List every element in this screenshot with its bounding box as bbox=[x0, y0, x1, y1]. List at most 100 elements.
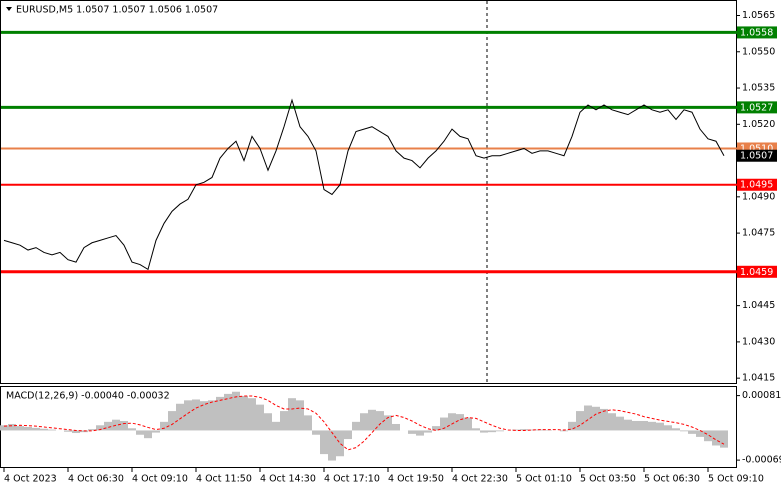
macd-bar bbox=[312, 430, 320, 435]
y-tick-label: 1.0490 bbox=[742, 191, 775, 202]
macd-bar bbox=[24, 427, 32, 431]
macd-bar bbox=[200, 401, 208, 431]
macd-bar bbox=[368, 409, 376, 431]
macd-bar bbox=[328, 430, 336, 461]
macd-bar bbox=[32, 427, 40, 431]
macd-bar bbox=[144, 430, 152, 439]
price-label-box bbox=[737, 26, 777, 39]
macd-bar bbox=[256, 404, 264, 431]
menu-triangle bbox=[6, 7, 12, 11]
x-tick-label: 5 Oct 01:10 bbox=[516, 474, 572, 485]
macd-bar bbox=[608, 413, 616, 431]
macd-bar bbox=[304, 415, 312, 431]
macd-bar bbox=[360, 413, 368, 431]
macd-bar bbox=[264, 413, 272, 431]
macd-bar bbox=[384, 415, 392, 431]
macd-bar bbox=[224, 393, 232, 431]
macd-bar bbox=[160, 421, 168, 431]
macd-bar bbox=[392, 423, 400, 431]
x-tick-label: 4 Oct 19:50 bbox=[388, 474, 444, 485]
macd-bar bbox=[104, 421, 112, 431]
y-tick-label: -0.00069 bbox=[742, 455, 781, 466]
macd-bar bbox=[480, 430, 488, 433]
macd-bar bbox=[40, 428, 48, 431]
macd-bar bbox=[528, 429, 536, 431]
macd-bar bbox=[416, 430, 424, 436]
macd-bar bbox=[616, 416, 624, 431]
macd-bar bbox=[96, 425, 104, 431]
macd-bar bbox=[520, 429, 528, 431]
y-tick-label: 0.00081 bbox=[742, 390, 781, 401]
macd-bar bbox=[432, 426, 440, 431]
macd-bar bbox=[64, 430, 72, 432]
signal-line bbox=[3, 395, 725, 451]
macd-bar bbox=[576, 411, 584, 431]
macd-bar bbox=[656, 422, 664, 431]
macd-bar bbox=[184, 400, 192, 431]
macd-bar bbox=[216, 396, 224, 431]
x-tick-label: 4 Oct 2023 bbox=[4, 474, 57, 485]
macd-bar bbox=[512, 429, 520, 431]
price-panel bbox=[0, 0, 737, 384]
macd-bar bbox=[112, 419, 120, 431]
macd-bar bbox=[712, 430, 720, 446]
macd-bar bbox=[128, 428, 136, 431]
macd-bar bbox=[448, 413, 456, 431]
macd-bar bbox=[280, 411, 288, 431]
macd-bar bbox=[464, 417, 472, 431]
macd-bar bbox=[288, 398, 296, 431]
x-tick-label: 4 Oct 06:30 bbox=[68, 474, 124, 485]
macd-bar bbox=[320, 430, 328, 455]
y-tick-label: 1.0445 bbox=[742, 300, 775, 311]
macd-bar bbox=[584, 405, 592, 431]
macd-bar bbox=[456, 414, 464, 431]
y-tick-label: 1.0550 bbox=[742, 46, 775, 57]
macd-bar bbox=[672, 428, 680, 431]
macd-bar bbox=[88, 429, 96, 431]
price-label-box bbox=[737, 178, 777, 191]
macd-bar bbox=[176, 403, 184, 431]
macd-bar bbox=[632, 420, 640, 431]
macd-bar bbox=[344, 430, 352, 440]
macd-bar bbox=[232, 391, 240, 431]
macd-bar bbox=[152, 430, 160, 433]
macd-bar bbox=[704, 430, 712, 442]
macd-bar bbox=[568, 421, 576, 431]
macd-bar bbox=[624, 419, 632, 431]
x-tick-label: 5 Oct 09:10 bbox=[708, 474, 764, 485]
macd-bar bbox=[696, 430, 704, 437]
price-label: 1.0507 bbox=[740, 151, 773, 162]
macd-bar bbox=[640, 420, 648, 431]
price-label: 1.0527 bbox=[740, 102, 773, 113]
macd-bar bbox=[680, 430, 688, 432]
price-label: 1.0459 bbox=[740, 267, 773, 278]
y-tick-label: 1.0475 bbox=[742, 228, 775, 239]
price-label: 1.0558 bbox=[740, 27, 773, 38]
price-label-box bbox=[737, 265, 777, 278]
macd-bar bbox=[720, 430, 728, 448]
price-label-box bbox=[737, 101, 777, 114]
x-tick-label: 4 Oct 14:30 bbox=[260, 474, 316, 485]
macd-bar bbox=[424, 430, 432, 433]
price-line bbox=[3, 98, 725, 271]
macd-bar bbox=[8, 423, 16, 431]
macd-bar bbox=[48, 429, 56, 431]
macd-bar bbox=[192, 399, 200, 431]
x-tick-label: 5 Oct 03:50 bbox=[580, 474, 636, 485]
y-tick-label: 1.0535 bbox=[742, 83, 775, 94]
x-tick-label: 4 Oct 17:10 bbox=[324, 474, 380, 485]
macd-bar bbox=[336, 430, 344, 457]
macd-bar bbox=[408, 430, 416, 434]
macd-bar bbox=[560, 430, 568, 432]
price-label-box bbox=[737, 149, 777, 162]
macd-bar bbox=[120, 420, 128, 431]
y-tick-label: 1.0520 bbox=[742, 119, 775, 130]
y-tick-label: 1.0430 bbox=[742, 336, 775, 347]
macd-title: MACD(12,26,9) -0.00040 -0.00032 bbox=[6, 391, 170, 402]
macd-bar bbox=[240, 396, 248, 431]
macd-bar bbox=[168, 411, 176, 431]
x-tick-label: 5 Oct 06:30 bbox=[644, 474, 700, 485]
macd-bar bbox=[272, 421, 280, 431]
macd-bar bbox=[208, 400, 216, 431]
